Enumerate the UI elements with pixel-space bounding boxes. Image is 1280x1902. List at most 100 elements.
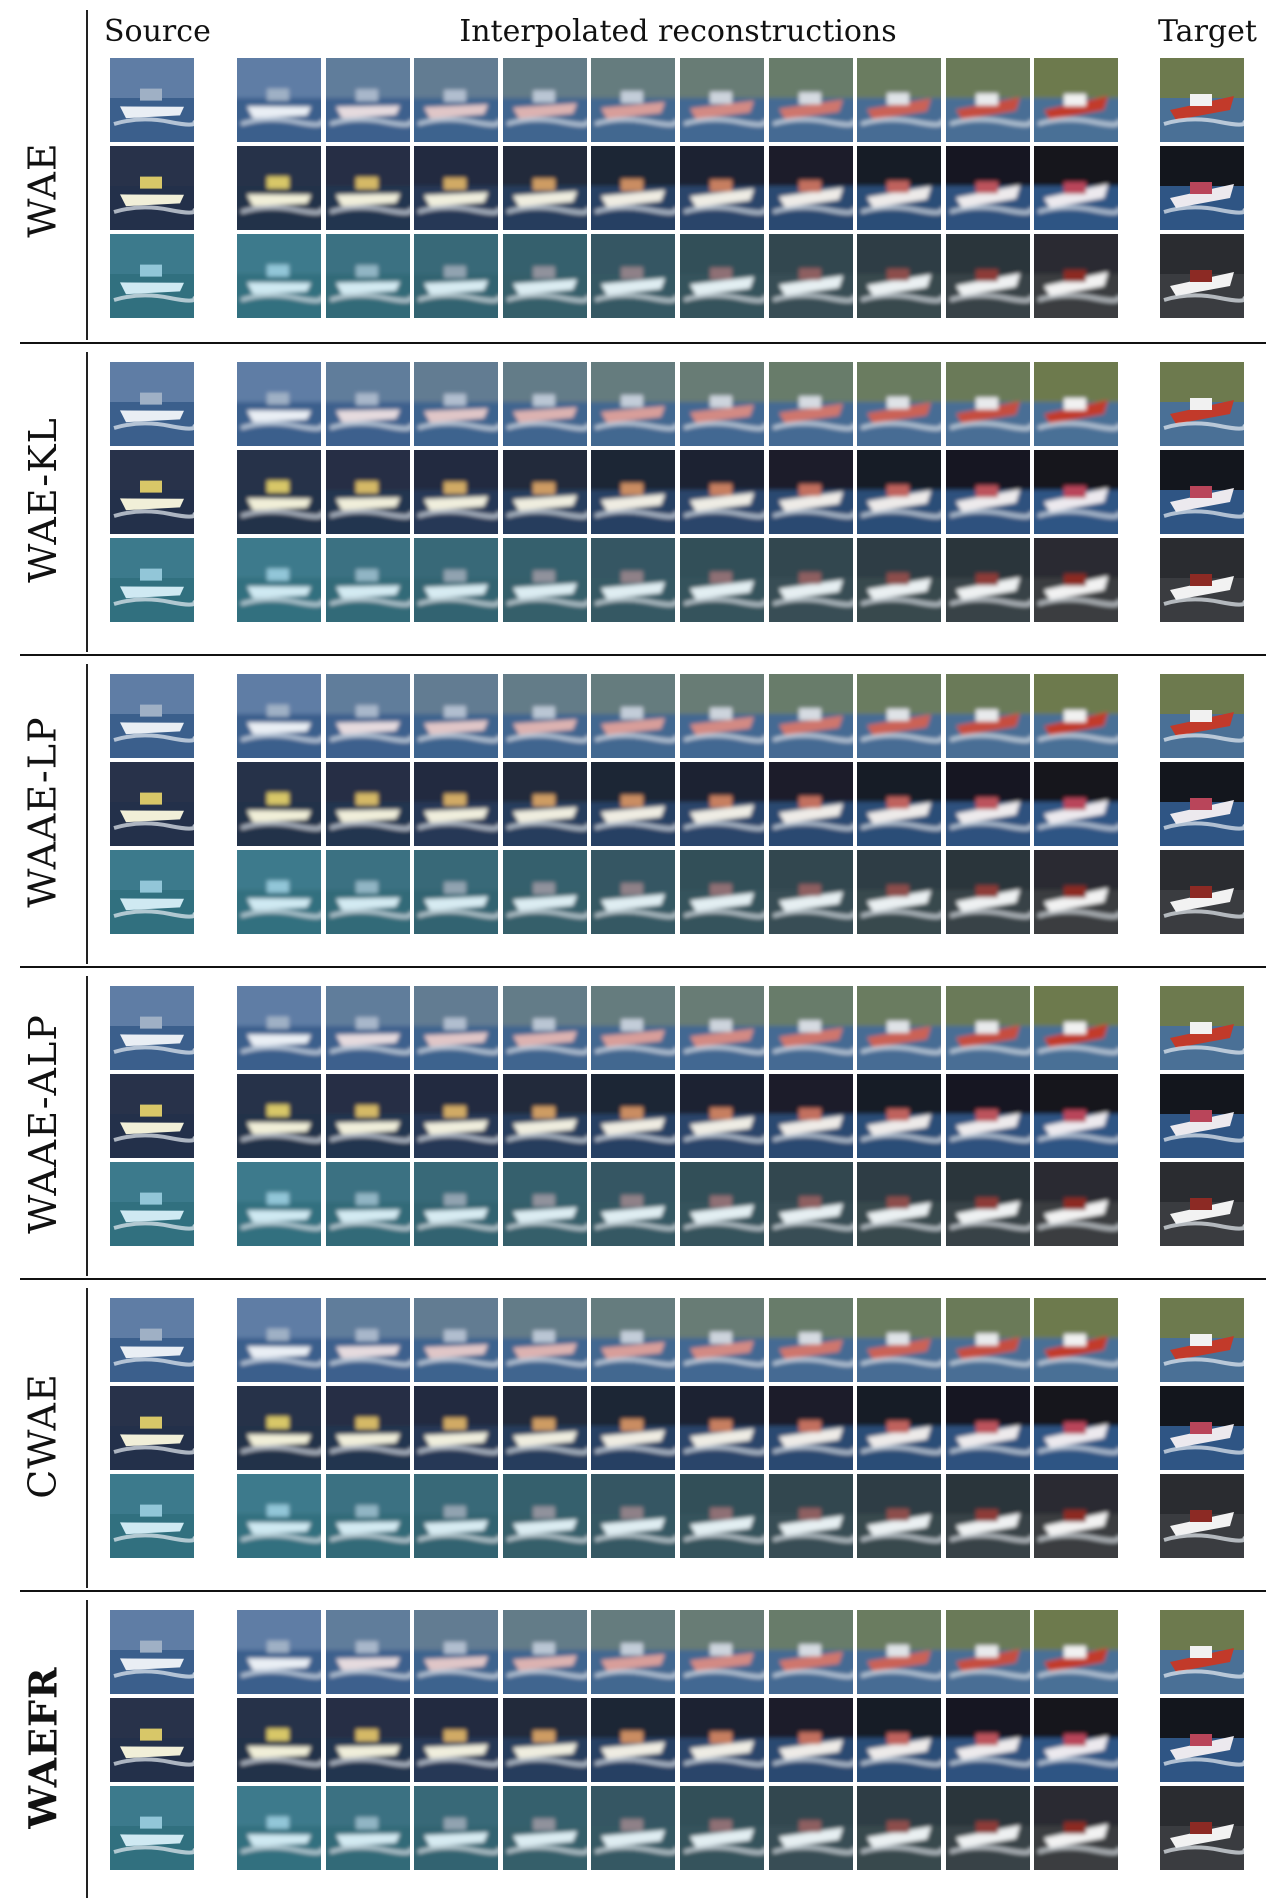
interpolated-image	[503, 1074, 587, 1158]
interpolated-image	[326, 146, 410, 230]
interpolated-image	[503, 234, 587, 318]
interpolated-image	[946, 1386, 1030, 1470]
interpolated-image	[946, 362, 1030, 446]
interpolated-image	[946, 450, 1030, 534]
interpolated-image	[326, 1698, 410, 1782]
interpolated-image	[1034, 1786, 1118, 1870]
interpolated-image	[769, 1698, 853, 1782]
target-image	[1160, 146, 1244, 230]
interpolated-image	[237, 1474, 321, 1558]
interpolated-image	[769, 1074, 853, 1158]
interpolated-image	[946, 1162, 1030, 1246]
target-image	[1160, 58, 1244, 142]
interpolated-image	[769, 674, 853, 758]
interpolated-image	[237, 674, 321, 758]
method-label: CWAE	[0, 1290, 86, 1582]
interpolated-image	[680, 538, 764, 622]
interpolated-image	[769, 850, 853, 934]
interpolated-image	[680, 674, 764, 758]
interpolated-image	[680, 1786, 764, 1870]
method-name: WAEFR	[20, 1665, 66, 1829]
interpolated-image	[591, 146, 675, 230]
source-image	[110, 762, 194, 846]
label-divider	[86, 976, 88, 1276]
interpolated-image	[680, 1698, 764, 1782]
interpolated-image	[237, 1162, 321, 1246]
interpolated-image	[857, 1298, 941, 1382]
interpolated-image	[591, 850, 675, 934]
interpolated-image	[326, 674, 410, 758]
interpolated-image	[591, 234, 675, 318]
target-image	[1160, 1786, 1244, 1870]
target-image	[1160, 674, 1244, 758]
method-block: WAE-KL	[0, 344, 1280, 656]
target-image	[1160, 986, 1244, 1070]
interpolated-image	[237, 146, 321, 230]
interpolated-image	[237, 1610, 321, 1694]
interpolated-image	[414, 1074, 498, 1158]
block-separator	[20, 966, 1266, 968]
interpolated-image	[591, 1386, 675, 1470]
interpolated-image	[1034, 1610, 1118, 1694]
method-label: WAE-KL	[0, 354, 86, 646]
interpolated-image	[414, 1474, 498, 1558]
block-separator	[20, 1590, 1266, 1592]
interpolated-image	[857, 1610, 941, 1694]
interpolated-image	[1034, 762, 1118, 846]
interpolated-image	[946, 674, 1030, 758]
interpolated-image	[237, 362, 321, 446]
interpolated-image	[946, 234, 1030, 318]
interpolated-image	[769, 986, 853, 1070]
interpolated-image	[680, 58, 764, 142]
source-image	[110, 850, 194, 934]
target-image	[1160, 1162, 1244, 1246]
interpolated-image	[946, 1610, 1030, 1694]
interpolated-image	[680, 850, 764, 934]
interpolated-image	[503, 1162, 587, 1246]
label-divider	[86, 1288, 88, 1588]
interpolated-image	[591, 1786, 675, 1870]
interpolated-image	[1034, 986, 1118, 1070]
interpolated-image	[591, 450, 675, 534]
interpolated-image	[857, 1074, 941, 1158]
method-block: WAAE-ALP	[0, 968, 1280, 1280]
interpolated-image	[414, 1610, 498, 1694]
source-image	[110, 362, 194, 446]
interpolated-image	[769, 762, 853, 846]
interpolated-image	[591, 1474, 675, 1558]
interpolated-image	[503, 674, 587, 758]
interpolated-image	[946, 1698, 1030, 1782]
interpolated-image	[503, 146, 587, 230]
interpolated-image	[237, 850, 321, 934]
interpolated-image	[591, 1698, 675, 1782]
interpolated-image	[769, 1474, 853, 1558]
target-image	[1160, 1474, 1244, 1558]
interpolated-image	[591, 986, 675, 1070]
target-image	[1160, 450, 1244, 534]
interpolated-image	[857, 1474, 941, 1558]
interpolated-image	[1034, 674, 1118, 758]
interpolated-image	[857, 1698, 941, 1782]
interpolated-image	[591, 1074, 675, 1158]
target-image	[1160, 538, 1244, 622]
interpolated-image	[237, 1386, 321, 1470]
interpolated-image	[237, 762, 321, 846]
interpolated-image	[237, 1074, 321, 1158]
interpolated-image	[946, 58, 1030, 142]
interpolated-image	[326, 234, 410, 318]
interpolated-image	[414, 762, 498, 846]
interpolated-image	[946, 1474, 1030, 1558]
interpolated-image	[414, 450, 498, 534]
interpolated-image	[503, 1298, 587, 1382]
interpolated-image	[414, 674, 498, 758]
interpolated-image	[503, 1698, 587, 1782]
interpolated-image	[503, 1610, 587, 1694]
interpolated-image	[326, 450, 410, 534]
interpolated-image	[1034, 1386, 1118, 1470]
interpolated-image	[326, 1386, 410, 1470]
interpolated-column-header: Interpolated reconstructions	[459, 14, 897, 49]
interpolated-image	[857, 850, 941, 934]
interpolated-image	[326, 1786, 410, 1870]
interpolated-image	[857, 1162, 941, 1246]
